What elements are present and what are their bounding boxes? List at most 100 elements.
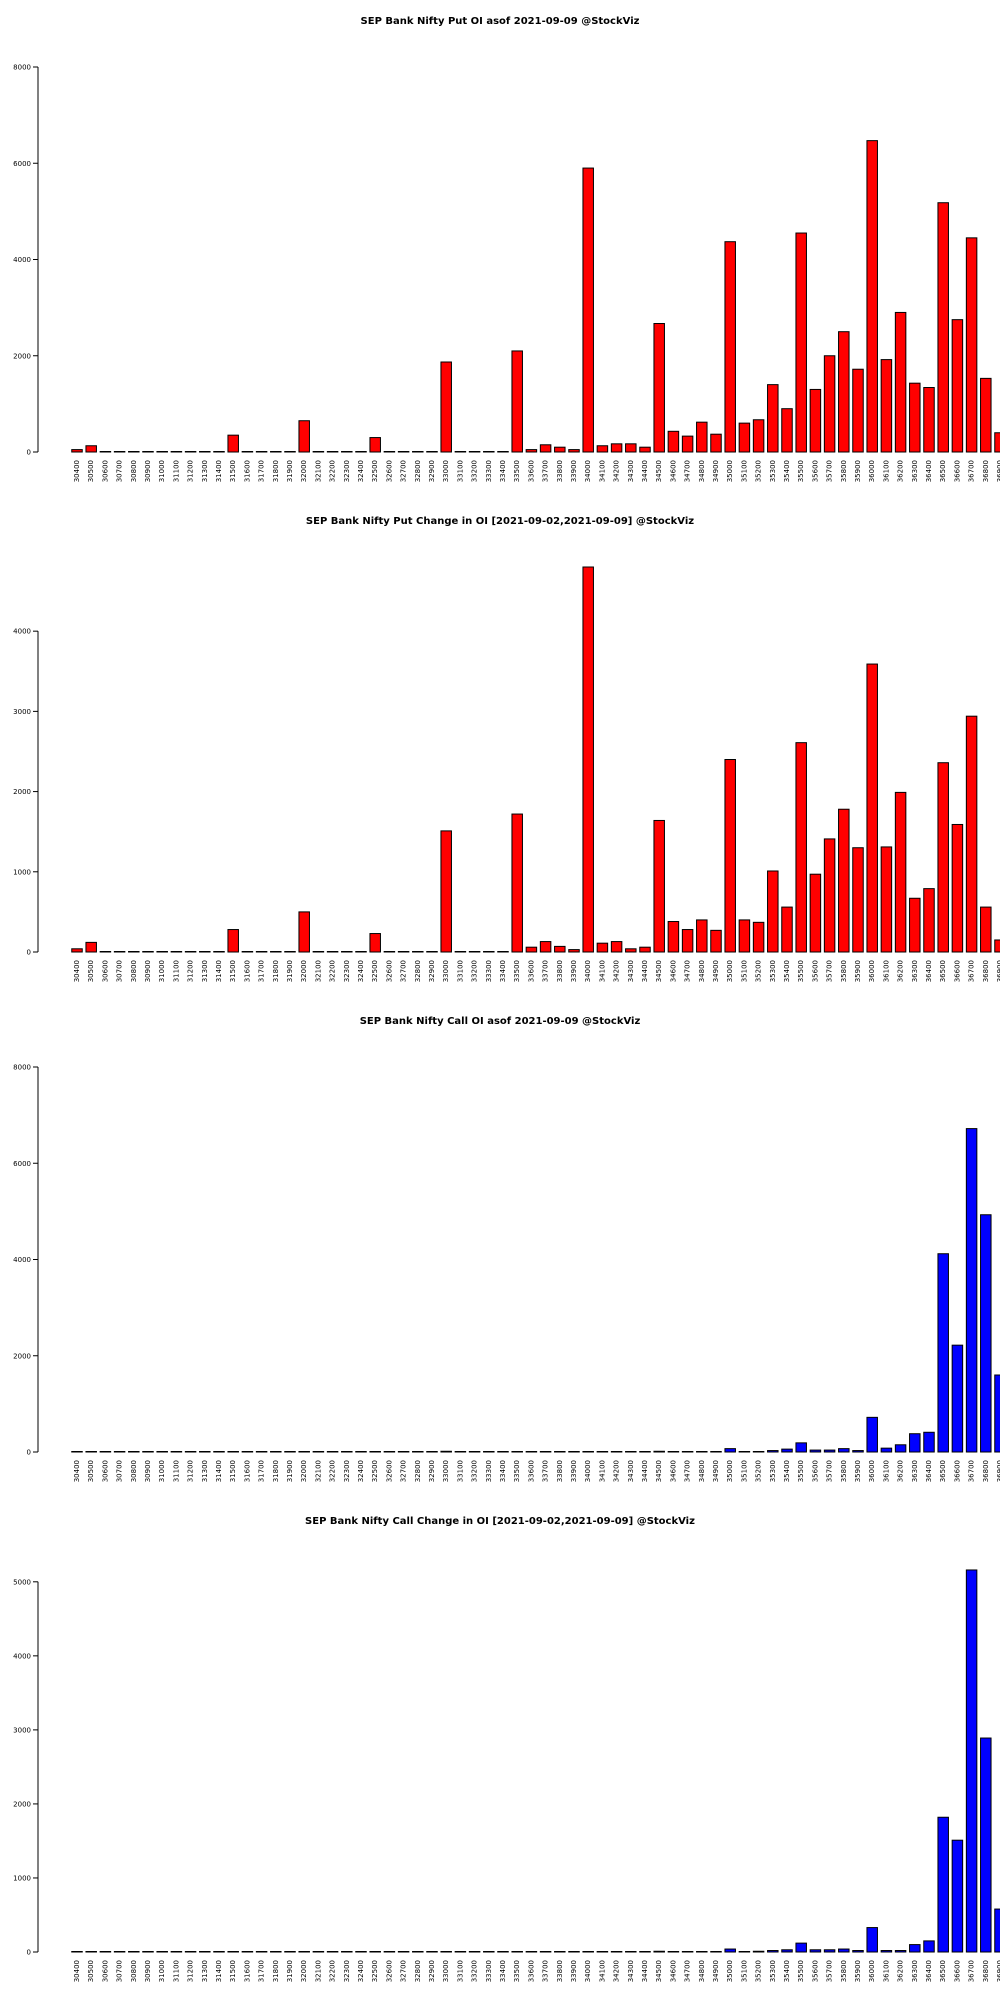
x-tick-label: 33100 xyxy=(456,1960,464,1982)
bar xyxy=(142,1951,154,1953)
x-tick-label: 36200 xyxy=(897,960,905,982)
bar xyxy=(113,451,126,453)
x-tick-label: 30700 xyxy=(116,1460,124,1482)
bar xyxy=(894,791,907,953)
x-tick-label: 33800 xyxy=(556,460,564,482)
bar xyxy=(156,1951,168,1953)
x-tick-label: 34100 xyxy=(598,1960,606,1982)
bar xyxy=(142,451,154,453)
bar xyxy=(369,437,381,453)
x-tick-label: 30600 xyxy=(101,1460,109,1482)
x-tick-label: 34300 xyxy=(627,1460,635,1482)
x-tick-label: 36100 xyxy=(882,460,890,482)
x-tick-label: 31700 xyxy=(258,960,266,982)
x-tick-label: 34200 xyxy=(613,1960,621,1982)
x-tick-label: 34900 xyxy=(712,460,720,482)
x-tick-label: 32800 xyxy=(414,1460,422,1482)
bar xyxy=(894,1444,907,1453)
x-tick-label: 32400 xyxy=(357,460,365,482)
bar xyxy=(71,449,83,453)
y-tick-label: 4000 xyxy=(13,628,31,636)
bar xyxy=(752,921,765,953)
x-tick-label: 33400 xyxy=(499,960,507,982)
y-tick-label: 5000 xyxy=(13,1578,31,1586)
bar xyxy=(752,1950,765,1953)
x-tick-label: 36300 xyxy=(911,960,919,982)
x-tick-label: 32000 xyxy=(300,460,308,482)
x-tick-label: 33500 xyxy=(513,460,521,482)
bar xyxy=(199,451,211,453)
x-tick-label: 30600 xyxy=(101,960,109,982)
y-tick-label: 4000 xyxy=(13,1256,31,1264)
x-tick-label: 32000 xyxy=(300,1460,308,1482)
x-tick-label: 33000 xyxy=(442,1960,450,1982)
bar xyxy=(809,1449,822,1453)
x-tick-label: 34000 xyxy=(584,1460,592,1482)
bar xyxy=(113,1951,126,1953)
y-tick-label: 2000 xyxy=(13,1800,31,1808)
bar xyxy=(355,1951,367,1953)
bar xyxy=(767,870,779,953)
bar xyxy=(255,1951,268,1953)
bar xyxy=(639,446,651,453)
x-tick-label: 31700 xyxy=(258,1960,266,1982)
bar xyxy=(823,355,836,453)
x-tick-label: 32500 xyxy=(371,460,379,482)
x-tick-label: 35000 xyxy=(726,1460,734,1482)
x-tick-label: 32600 xyxy=(385,960,393,982)
bar xyxy=(554,945,566,953)
x-tick-label: 30800 xyxy=(130,960,138,982)
bar xyxy=(397,451,410,453)
x-tick-label: 36900 xyxy=(996,1960,1000,1982)
bar xyxy=(241,451,254,453)
bar xyxy=(270,1951,282,1953)
bar xyxy=(326,451,339,453)
bar xyxy=(241,951,254,953)
x-tick-label: 36400 xyxy=(925,460,933,482)
bar xyxy=(511,1951,523,1953)
x-tick-label: 34300 xyxy=(627,460,635,482)
bar xyxy=(213,1951,225,1953)
bar xyxy=(852,1950,864,1953)
bar xyxy=(681,1451,694,1453)
bar xyxy=(880,359,893,453)
bar xyxy=(355,951,367,953)
x-tick-label: 31200 xyxy=(187,1460,195,1482)
x-tick-label: 33100 xyxy=(456,1460,464,1482)
chart-svg: SEP Bank Nifty Put OI asof 2021-09-09 @S… xyxy=(13,16,1000,482)
bar xyxy=(170,1951,183,1953)
x-tick-label: 35400 xyxy=(783,960,791,982)
x-tick-label: 30700 xyxy=(116,960,124,982)
bar xyxy=(525,449,538,453)
bar xyxy=(128,1451,140,1453)
x-tick-label: 36900 xyxy=(996,460,1000,482)
bar xyxy=(483,1451,495,1453)
x-tick-label: 34100 xyxy=(598,1460,606,1482)
bar xyxy=(909,1433,921,1453)
y-tick-label: 4000 xyxy=(13,1652,31,1660)
x-tick-label: 36600 xyxy=(953,1460,961,1482)
x-tick-label: 34500 xyxy=(655,1460,663,1482)
bar xyxy=(596,445,609,453)
bar xyxy=(312,451,325,453)
bar xyxy=(625,1951,637,1953)
x-tick-label: 34600 xyxy=(669,960,677,982)
bar xyxy=(710,929,722,953)
bar xyxy=(681,1951,694,1953)
bar xyxy=(795,1942,807,1953)
x-tick-label: 33200 xyxy=(471,1460,479,1482)
x-tick-label: 31200 xyxy=(187,460,195,482)
bar xyxy=(383,1451,396,1453)
x-tick-label: 32000 xyxy=(300,1960,308,1982)
x-tick-label: 34600 xyxy=(669,1460,677,1482)
bar xyxy=(326,951,339,953)
bar xyxy=(426,1451,438,1453)
bar xyxy=(724,759,736,953)
x-tick-label: 32100 xyxy=(314,1460,322,1482)
x-tick-label: 32900 xyxy=(428,960,436,982)
bar xyxy=(781,408,793,453)
bar xyxy=(298,1951,310,1953)
bar xyxy=(483,451,495,453)
x-tick-label: 33000 xyxy=(442,460,450,482)
bar xyxy=(838,808,850,953)
